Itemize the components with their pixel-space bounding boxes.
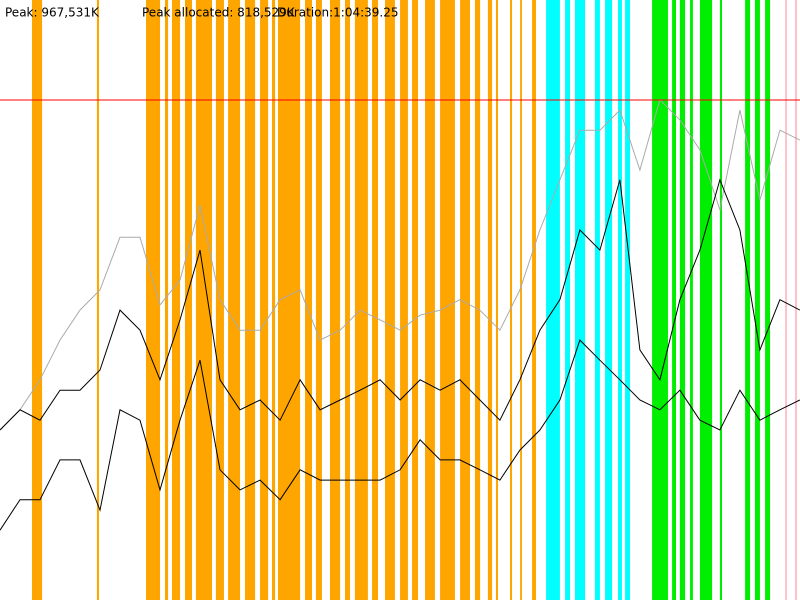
duration-label: Duration:1:04:39.25 xyxy=(277,6,399,20)
event-band xyxy=(495,0,499,600)
event-band xyxy=(690,0,693,600)
event-band xyxy=(794,0,798,600)
event-band xyxy=(618,0,622,600)
event-band xyxy=(574,0,586,600)
event-band xyxy=(754,0,760,600)
event-band xyxy=(385,0,395,600)
event-band xyxy=(672,0,677,600)
event-band xyxy=(184,0,192,600)
event-band xyxy=(594,0,600,600)
event-band xyxy=(460,0,470,600)
event-band xyxy=(412,0,419,600)
event-band xyxy=(345,0,350,600)
event-band xyxy=(354,0,368,600)
event-band xyxy=(244,0,256,600)
event-band xyxy=(765,0,771,600)
event-band xyxy=(171,0,181,600)
event-band xyxy=(31,0,43,600)
event-band xyxy=(315,0,322,600)
event-band xyxy=(785,0,787,600)
event-band xyxy=(195,0,212,600)
event-band xyxy=(228,0,241,600)
event-band xyxy=(329,0,341,600)
event-band xyxy=(652,0,668,600)
event-band xyxy=(719,0,722,600)
peak-label: Peak: 967,531K xyxy=(5,6,100,20)
event-band xyxy=(440,0,455,600)
memory-line xyxy=(0,339,800,531)
event-band xyxy=(509,0,513,600)
event-band xyxy=(745,0,751,600)
event-band xyxy=(260,0,269,600)
event-band xyxy=(272,0,276,600)
event-band xyxy=(565,0,571,600)
event-band xyxy=(400,0,408,600)
event-band xyxy=(546,0,560,600)
memory-lines xyxy=(0,98,800,531)
event-band xyxy=(277,0,301,600)
event-band xyxy=(372,0,379,600)
event-band xyxy=(305,0,313,600)
header: Peak: 967,531K Peak allocated: 818,529K … xyxy=(5,6,399,20)
event-band xyxy=(679,0,686,600)
event-band xyxy=(699,0,713,600)
event-band xyxy=(487,0,493,600)
event-band xyxy=(474,0,481,600)
event-band xyxy=(425,0,435,600)
memory-line xyxy=(0,98,800,431)
event-band xyxy=(146,0,161,600)
event-band xyxy=(96,0,99,600)
memory-line xyxy=(0,178,800,431)
event-band xyxy=(164,0,169,600)
event-band xyxy=(532,0,536,600)
event-band xyxy=(605,0,613,600)
event-bands xyxy=(31,0,798,600)
event-band xyxy=(520,0,522,600)
peak-allocated-label: Peak allocated: 818,529K xyxy=(142,6,296,20)
event-band xyxy=(625,0,631,600)
